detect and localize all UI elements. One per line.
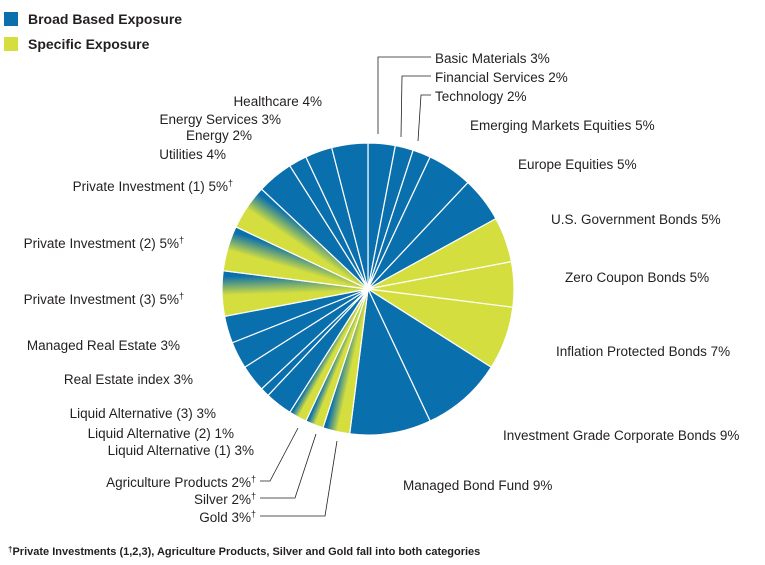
label-inflation-protected-bonds: Inflation Protected Bonds 7% (556, 344, 730, 359)
label-managed-bond-fund: Managed Bond Fund 9% (403, 478, 552, 493)
label-healthcare: Healthcare 4% (233, 94, 322, 109)
label-basic-materials: Basic Materials 3% (435, 51, 550, 66)
legend-swatch-specific (4, 37, 18, 51)
label-gold: Gold 3%† (199, 509, 256, 525)
legend-swatch-broad (4, 12, 18, 26)
footnote: †Private Investments (1,2,3), Agricultur… (8, 545, 480, 558)
label-liquid-alternative-2: Liquid Alternative (2) 1% (88, 426, 234, 441)
label-private-investment-3: Private Investment (3) 5%† (24, 291, 184, 307)
label-silver: Silver 2%† (194, 491, 256, 507)
slice-managed-bond-fund (349, 286, 431, 436)
label-energy-services: Energy Services 3% (159, 112, 281, 127)
label-managed-real-estate: Managed Real Estate 3% (27, 338, 180, 353)
footnote-text: Private Investments (1,2,3), Agriculture… (12, 546, 480, 558)
leader-line-agriculture-products (260, 427, 299, 482)
pie-slices (221, 142, 515, 436)
label-energy: Energy 2% (186, 128, 252, 143)
footnote-dagger: † (8, 545, 12, 554)
leader-line-gold (260, 440, 338, 517)
label-private-investment-1: Private Investment (1) 5%† (73, 178, 233, 194)
label-emerging-markets-equities: Emerging Markets Equities 5% (470, 118, 655, 133)
slice-investment-grade-corporate-bonds (366, 287, 493, 422)
label-zero-coupon-bonds: Zero Coupon Bonds 5% (565, 270, 709, 285)
legend-label-broad: Broad Based Exposure (28, 11, 182, 27)
label-u-s-government-bonds: U.S. Government Bonds 5% (551, 212, 721, 227)
slice-healthcare (330, 142, 369, 290)
leader-line-financial-services (400, 75, 431, 138)
leader-lines (260, 56, 431, 517)
label-financial-services: Financial Services 2% (435, 70, 568, 85)
legend: Broad Based Exposure Specific Exposure (4, 11, 182, 52)
leader-line-basic-materials (377, 56, 431, 134)
label-liquid-alternative-1: Liquid Alternative (1) 3% (108, 443, 254, 458)
slice-labels: Basic Materials 3% Financial Services 2% T… (24, 51, 740, 525)
label-technology: Technology 2% (435, 89, 527, 104)
leader-line-silver (260, 433, 317, 499)
label-europe-equities: Europe Equities 5% (518, 157, 637, 172)
label-private-investment-2: Private Investment (2) 5%† (24, 235, 184, 251)
label-agriculture-products: Agriculture Products 2%† (106, 474, 256, 490)
label-liquid-alternative-3: Liquid Alternative (3) 3% (70, 406, 216, 421)
legend-label-specific: Specific Exposure (28, 36, 150, 52)
leader-line-technology (417, 94, 431, 142)
label-utilities: Utilities 4% (159, 147, 226, 162)
label-real-estate-index: Real Estate index 3% (64, 372, 193, 387)
label-investment-grade-corporate-bonds: Investment Grade Corporate Bonds 9% (503, 428, 739, 443)
